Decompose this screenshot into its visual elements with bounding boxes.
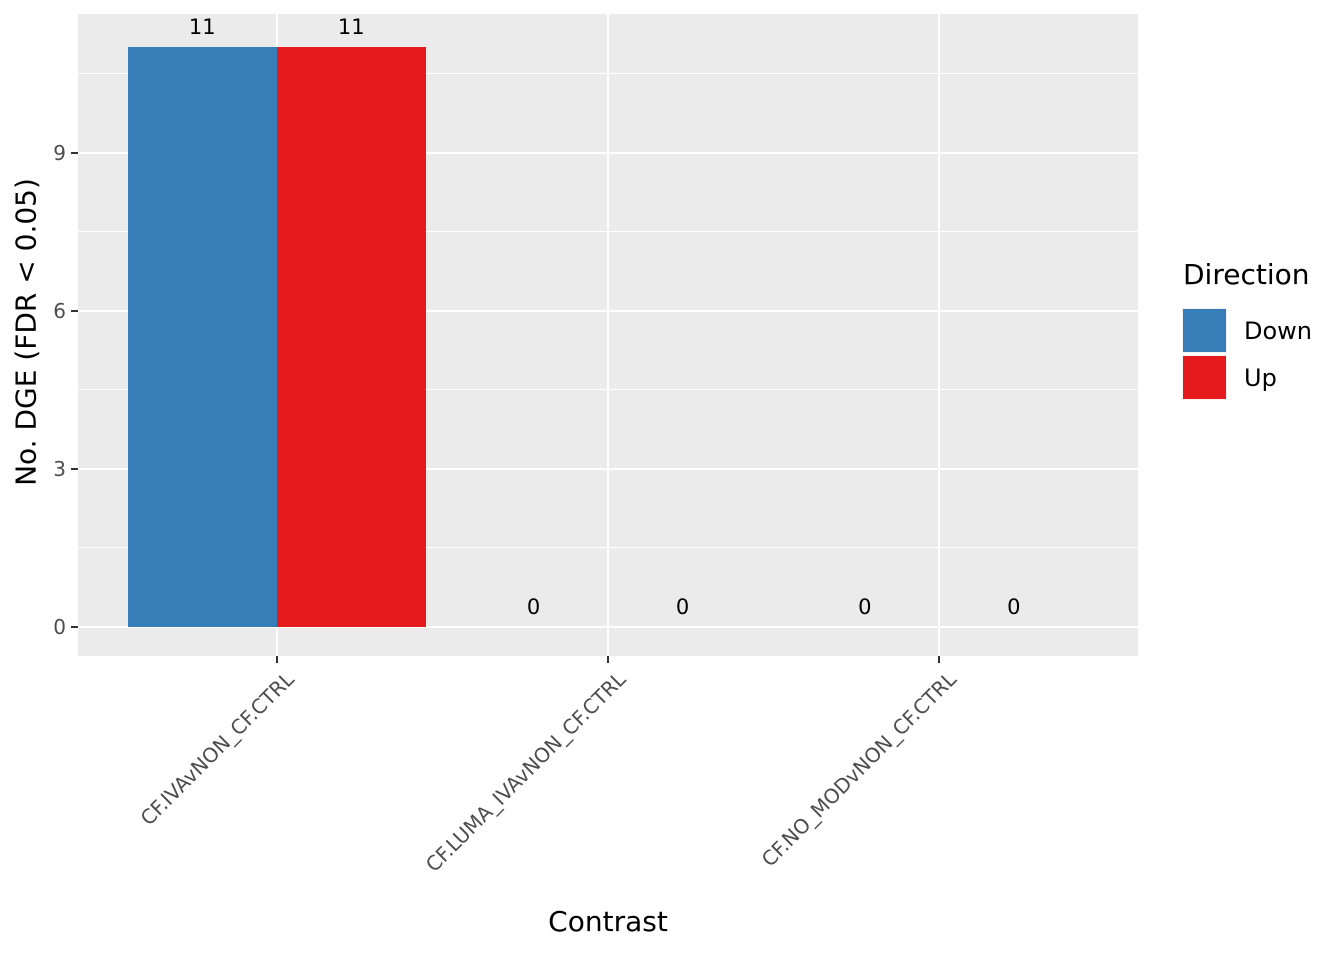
x-tick-mark-2 bbox=[607, 656, 609, 663]
legend-item-up: Up bbox=[1182, 355, 1312, 400]
bar-value-label-down-cat2: 0 bbox=[526, 595, 541, 619]
major-gridline-x-2 bbox=[607, 14, 609, 656]
bar-value-label-up-cat1: 11 bbox=[337, 15, 365, 40]
bar-value-label-up-cat2: 0 bbox=[675, 595, 690, 619]
x-tick-label-1: CF.IVAvNON_CF.CTRL bbox=[135, 667, 299, 831]
x-axis-title: Contrast bbox=[548, 905, 668, 938]
plot-panel: 11 0 0 11 0 0 bbox=[78, 14, 1138, 656]
y-tick-mark-0 bbox=[71, 626, 78, 628]
legend-items: Down Up bbox=[1182, 308, 1313, 400]
x-tick-mark-1 bbox=[275, 656, 278, 663]
legend-item-down: Down bbox=[1182, 308, 1313, 353]
y-tick-label-9: 9 bbox=[53, 140, 66, 165]
legend-key-swatch-down bbox=[1182, 308, 1227, 353]
major-gridline-x-3 bbox=[938, 14, 941, 656]
bar-value-label-up-cat3: 0 bbox=[1007, 595, 1021, 619]
y-tick-label-3: 3 bbox=[53, 456, 66, 481]
bar-up-cat1 bbox=[276, 47, 426, 627]
y-tick-label-0: 0 bbox=[53, 615, 66, 639]
y-tick-mark-9 bbox=[71, 151, 78, 154]
legend-label-down: Down bbox=[1244, 316, 1313, 345]
x-tick-mark-3 bbox=[938, 656, 941, 663]
bar-value-label-down-cat1: 11 bbox=[188, 15, 216, 40]
legend: Direction Down Up bbox=[1182, 258, 1313, 400]
y-axis-title: No. DGE (FDR < 0.05) bbox=[9, 178, 43, 486]
x-tick-label-3: CF.NO_MODvNON_CF.CTRL bbox=[756, 667, 962, 872]
bar-down-cat1 bbox=[127, 47, 277, 627]
y-tick-label-6: 6 bbox=[53, 298, 66, 323]
y-tick-mark-3 bbox=[71, 467, 78, 470]
x-tick-label-2: CF.LUMA_IVAvNON_CF.CTRL bbox=[420, 667, 630, 877]
legend-key-swatch-up bbox=[1182, 355, 1227, 400]
legend-label-up: Up bbox=[1244, 363, 1277, 392]
y-tick-mark-6 bbox=[71, 309, 78, 312]
bar-value-label-down-cat3: 0 bbox=[858, 595, 872, 619]
legend-title: Direction bbox=[1183, 258, 1310, 291]
